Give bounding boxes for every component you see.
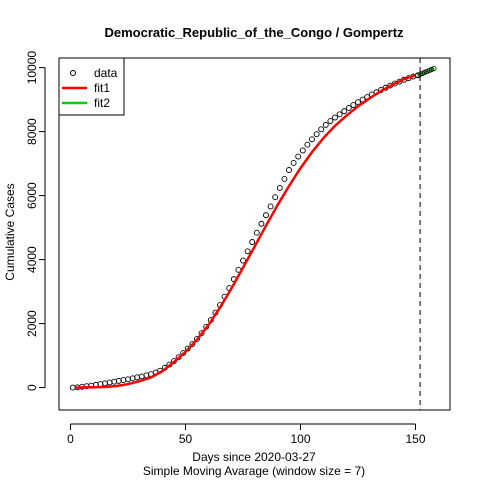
data-point bbox=[341, 108, 348, 115]
legend-marker-data bbox=[70, 70, 76, 76]
series-fit2-point bbox=[426, 67, 432, 74]
series-fit2-point bbox=[431, 65, 437, 72]
data-point bbox=[189, 341, 196, 348]
data-point bbox=[249, 239, 256, 245]
data-point bbox=[350, 102, 357, 108]
data-point bbox=[253, 229, 260, 236]
series-fit1-line bbox=[75, 74, 416, 389]
x-tick-label: 0 bbox=[67, 432, 74, 446]
data-point bbox=[267, 203, 274, 210]
data-point bbox=[304, 141, 311, 148]
x-tick-label: 50 bbox=[179, 432, 193, 446]
data-point bbox=[299, 147, 306, 154]
y-tick-label: 4000 bbox=[25, 246, 39, 273]
data-point bbox=[272, 194, 279, 201]
y-tick-label: 2000 bbox=[25, 310, 39, 337]
data-point bbox=[290, 160, 297, 166]
x-tick-label: 100 bbox=[290, 432, 310, 446]
data-point bbox=[332, 114, 338, 121]
plot-frame bbox=[58, 57, 451, 411]
data-point bbox=[309, 136, 315, 143]
y-tick-label: 8000 bbox=[25, 118, 39, 145]
x-tick-label: 150 bbox=[405, 432, 425, 446]
series-fit2-point bbox=[422, 69, 428, 76]
x-axis-sublabel: Simple Moving Avarage (window size = 7) bbox=[143, 464, 365, 478]
legend-label-fit1: fit1 bbox=[94, 81, 110, 95]
series-fit2-point bbox=[419, 70, 425, 76]
data-point bbox=[336, 111, 343, 118]
y-axis-label: Cumulative Cases bbox=[3, 183, 17, 280]
legend-label-data: data bbox=[94, 66, 118, 80]
legend-box bbox=[58, 57, 125, 116]
data-point bbox=[355, 99, 361, 106]
legend-label-fit2: fit2 bbox=[94, 96, 110, 110]
series-fit2-point bbox=[424, 68, 430, 75]
data-point bbox=[327, 118, 334, 124]
data-point bbox=[345, 104, 352, 111]
data-point bbox=[276, 184, 283, 191]
y-tick-label: 10000 bbox=[25, 51, 39, 85]
data-point bbox=[313, 131, 320, 138]
plot-area: 0 50 100 150 0 2000 4000 6000 8000 10000 datafit1f… bbox=[25, 51, 451, 446]
x-axis-label: Days since 2020-03-27 bbox=[192, 450, 316, 464]
data-point bbox=[318, 126, 325, 133]
y-tick-label: 6000 bbox=[25, 182, 39, 209]
data-point bbox=[295, 153, 302, 160]
data-point bbox=[244, 248, 251, 255]
data-point bbox=[263, 212, 269, 219]
series-fit2-point bbox=[428, 66, 435, 73]
data-point bbox=[322, 121, 329, 128]
data-point bbox=[281, 176, 288, 182]
data-point bbox=[286, 167, 292, 173]
series-fit2-point bbox=[415, 72, 421, 78]
data-point bbox=[258, 220, 265, 227]
chart-title: Democratic_Republic_of_the_Congo / Gompe… bbox=[104, 25, 404, 40]
data-point bbox=[194, 336, 200, 342]
y-tick-label: 0 bbox=[25, 384, 39, 391]
